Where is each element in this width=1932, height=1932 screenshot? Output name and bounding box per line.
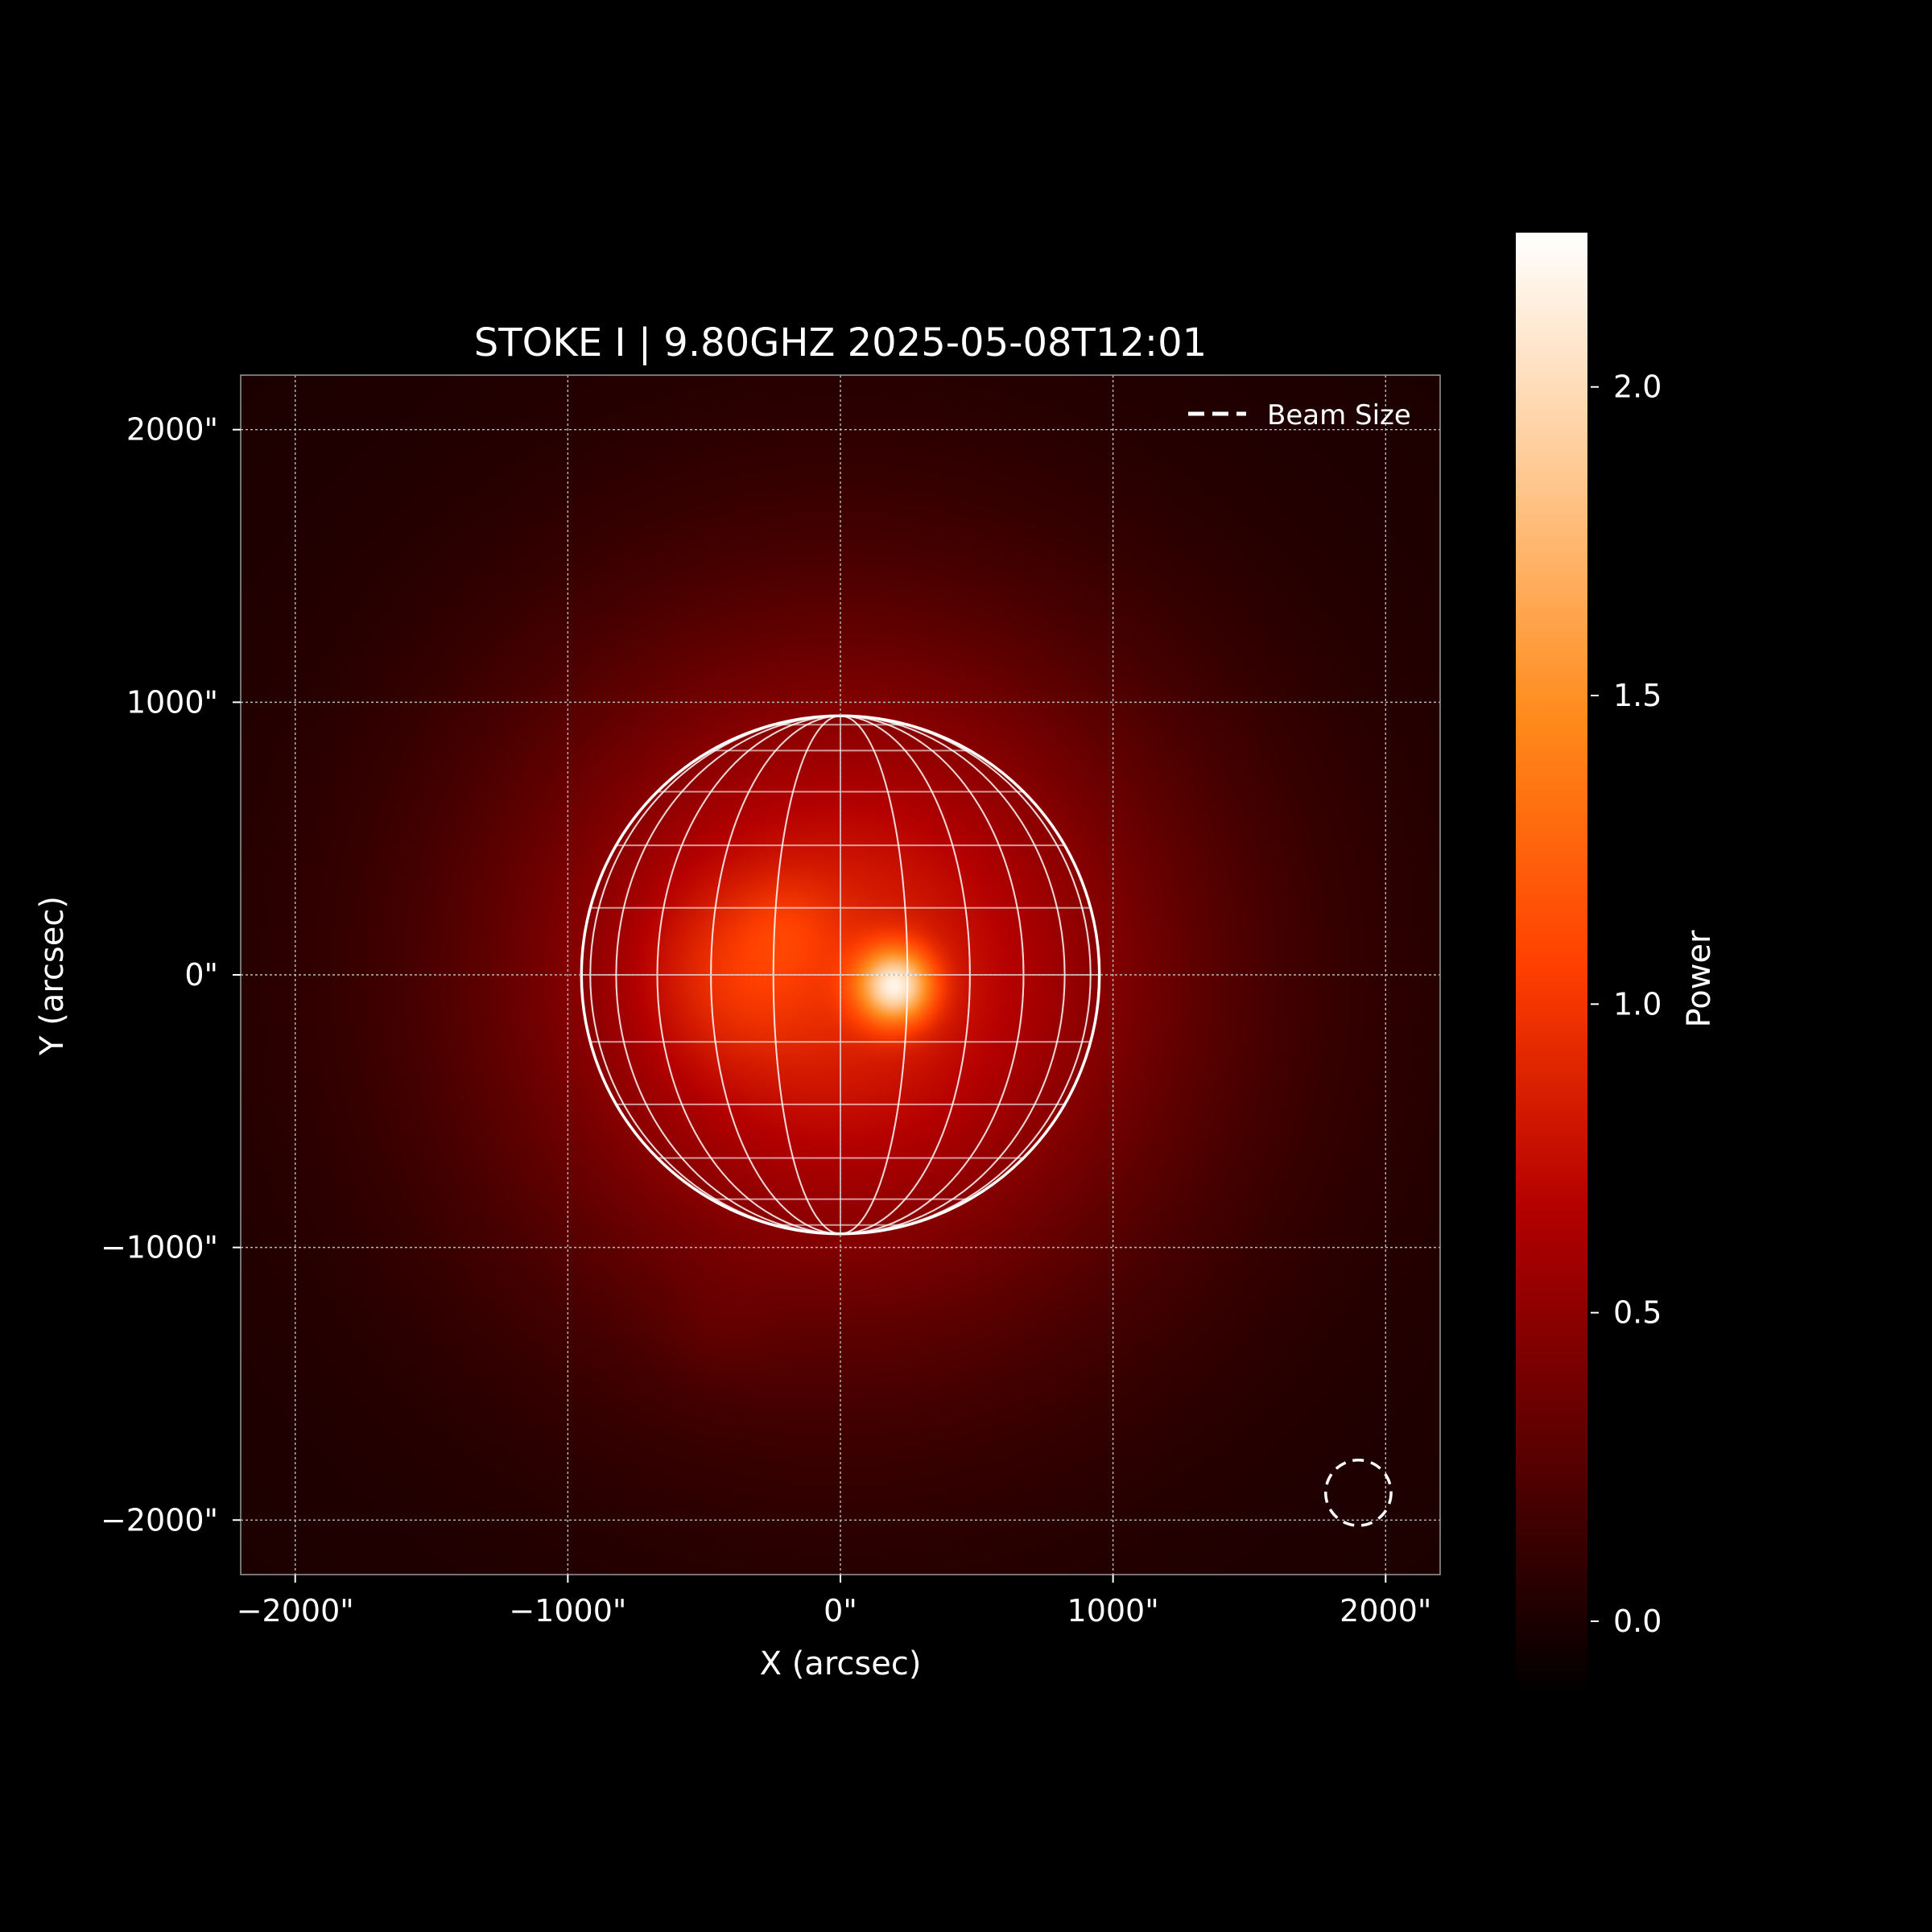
coordinate-grid	[241, 375, 1440, 1575]
colorbar-gradient	[1516, 233, 1587, 1695]
disk-limb	[580, 714, 1101, 1236]
x-tick-label: 2000"	[1340, 1593, 1431, 1629]
legend-beam-size-label: Beam Size	[1267, 399, 1411, 431]
colorbar-tick-label: 0.0	[1613, 1604, 1662, 1639]
chart-title: STOKE I | 9.80GHZ 2025-05-08T12:01	[474, 320, 1207, 365]
y-tick-label: 0"	[184, 957, 218, 993]
y-axis-label: Y (arcsec)	[34, 896, 71, 1056]
x-tick-label: 1000"	[1067, 1593, 1159, 1629]
y-tick-label: 1000"	[126, 684, 218, 720]
x-tick-label: −1000"	[509, 1593, 626, 1629]
plot-area: −2000" −1000" 0" 1000" 2000" −2000" −1000" 0" 1…	[101, 374, 1441, 1629]
y-tick-label: −2000"	[101, 1502, 218, 1538]
colorbar-tick-label: 1.5	[1613, 678, 1662, 713]
colorbar-ticks: 0.0 0.5 1.0 1.5 2.0	[1591, 369, 1662, 1639]
colorbar-tick-label: 2.0	[1613, 369, 1662, 405]
colorbar-label: Power	[1681, 930, 1718, 1027]
colorbar-tick-label: 1.0	[1613, 986, 1662, 1022]
colorbar-tick-label: 0.5	[1613, 1295, 1662, 1331]
x-axis-ticks: −2000" −1000" 0" 1000" 2000"	[237, 1575, 1431, 1629]
y-tick-label: −1000"	[101, 1230, 218, 1265]
x-tick-label: −2000"	[237, 1593, 354, 1629]
legend: Beam Size	[1188, 399, 1411, 431]
colorbar: 0.0 0.5 1.0 1.5 2.0 Power	[1516, 233, 1718, 1695]
beam-size-ellipse	[1324, 1459, 1393, 1527]
x-axis-label: X (arcsec)	[760, 1645, 922, 1682]
x-tick-label: 0"	[824, 1593, 857, 1629]
y-axis-ticks: −2000" −1000" 0" 1000" 2000"	[101, 412, 241, 1538]
y-tick-label: 2000"	[126, 412, 218, 448]
